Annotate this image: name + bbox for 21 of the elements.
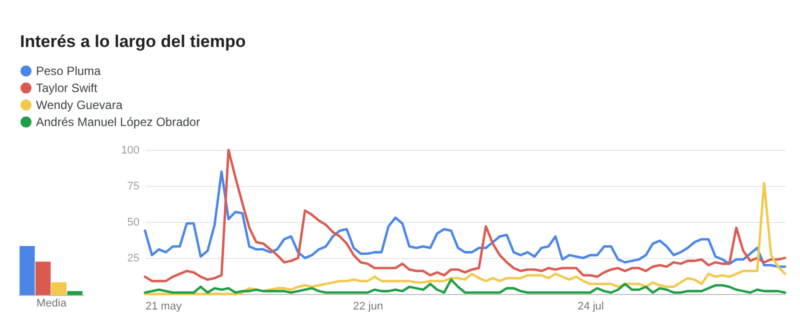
line-series bbox=[144, 182, 786, 296]
x-tick-label: 21 may bbox=[146, 300, 182, 312]
bar bbox=[35, 262, 51, 295]
legend-label: Wendy Guevara bbox=[36, 98, 123, 112]
legend-label: Andrés Manuel López Obrador bbox=[36, 115, 200, 129]
x-tick-label: 22 jun bbox=[353, 300, 384, 312]
bar bbox=[67, 291, 82, 295]
x-tick-label: 24 jul bbox=[578, 300, 604, 312]
bar bbox=[51, 282, 67, 295]
bar bbox=[20, 246, 35, 295]
y-tick-label: 50 bbox=[127, 216, 140, 228]
legend-label: Taylor Swift bbox=[36, 81, 98, 95]
line-series bbox=[144, 278, 786, 294]
y-tick-label: 25 bbox=[127, 252, 140, 264]
legend-label: Peso Pluma bbox=[36, 64, 102, 78]
x-axis-title: Media bbox=[36, 298, 68, 310]
line-series bbox=[144, 170, 786, 268]
y-tick-label: 75 bbox=[127, 180, 140, 192]
y-tick-label: 100 bbox=[121, 144, 140, 156]
line-series bbox=[144, 148, 786, 282]
chart-title: Interés a lo largo del tiempo bbox=[20, 32, 246, 51]
